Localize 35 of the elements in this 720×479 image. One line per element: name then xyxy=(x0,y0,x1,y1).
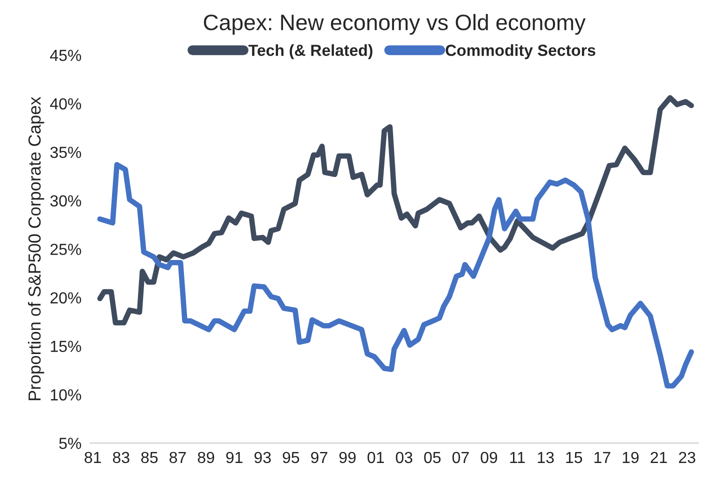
x-tick-label: 05 xyxy=(424,452,441,464)
x-tick-label: 13 xyxy=(538,452,554,464)
y-axis-title: Proportion of S&P500 Corporate Capex xyxy=(28,96,44,400)
x-tick-label: 83 xyxy=(112,452,130,464)
legend-label: Commodity Sectors xyxy=(446,44,596,60)
x-tick-label: 81 xyxy=(84,452,101,464)
x-tick-label: 93 xyxy=(254,452,271,464)
x-tick-label: 85 xyxy=(141,452,158,464)
x-tick-label: 87 xyxy=(170,452,186,464)
x-tick-label: 23 xyxy=(679,452,696,464)
x-tick-label: 15 xyxy=(566,452,582,464)
x-tick-label: 91 xyxy=(226,452,242,464)
x-tick-label: 19 xyxy=(622,452,639,464)
y-tick-label: 40% xyxy=(50,98,82,110)
y-tick-label: 20% xyxy=(50,292,82,304)
x-tick-label: 03 xyxy=(396,452,412,464)
x-tick-label: 01 xyxy=(368,452,384,464)
y-tick-label: 5% xyxy=(59,438,82,450)
x-tick-label: 21 xyxy=(650,452,667,463)
y-tick-label: 25% xyxy=(50,244,82,256)
x-tick-label: 89 xyxy=(198,452,214,464)
y-tick-label: 15% xyxy=(50,340,82,352)
legend-label: Tech (& Related) xyxy=(248,44,372,60)
x-tick-label: 11 xyxy=(510,452,525,463)
x-tick-label: 17 xyxy=(594,452,610,463)
y-tick-label: 35% xyxy=(50,146,82,158)
x-tick-label: 95 xyxy=(282,452,300,464)
y-tick-label: 10% xyxy=(50,389,82,401)
x-tick-label: 97 xyxy=(311,452,328,464)
x-tick-label: 09 xyxy=(480,452,498,464)
chart-title: Capex: New economy vs Old economy xyxy=(204,14,586,35)
y-tick-label: 45% xyxy=(50,50,82,62)
x-tick-label: 99 xyxy=(339,452,356,464)
y-tick-label: 30% xyxy=(50,195,82,207)
x-tick-label: 07 xyxy=(452,452,469,464)
